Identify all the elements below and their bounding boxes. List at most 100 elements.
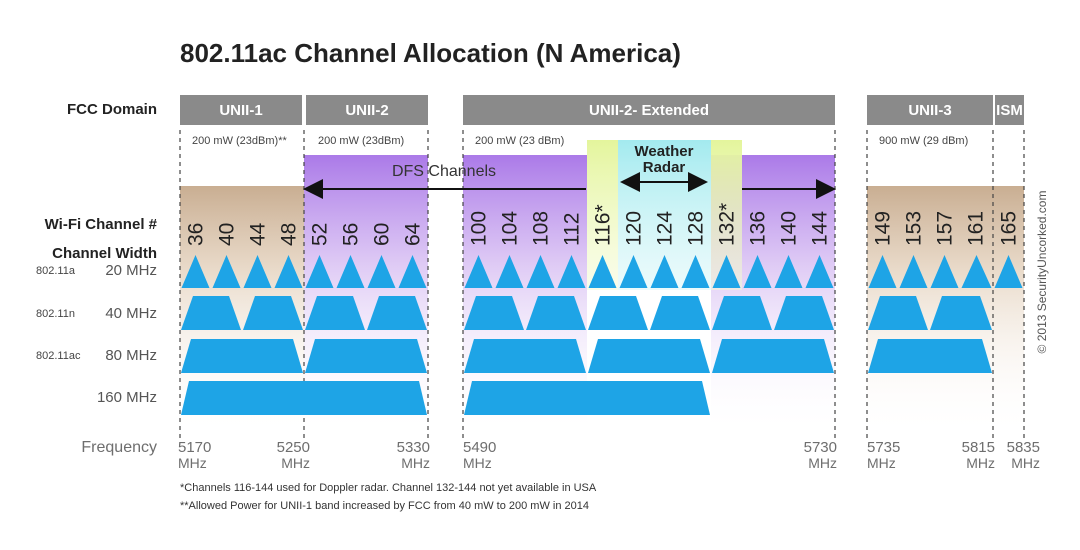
channel-number-136: 136 [747, 211, 770, 246]
frequency-value-5330: 5330 [397, 439, 430, 456]
channel-20mhz-116 [588, 255, 617, 288]
channel-40mhz-5250 [305, 296, 365, 330]
page-title: 802.11ac Channel Allocation (N America) [180, 38, 681, 68]
channel-20mhz-136 [743, 255, 772, 288]
width-label-40: 40 MHz [105, 305, 157, 322]
weather-radar-label-1: Weather [635, 143, 694, 160]
channel-20mhz-149 [868, 255, 897, 288]
channel-20mhz-128 [681, 255, 710, 288]
channel-number-100: 100 [468, 211, 491, 246]
domain-name-unii-1: UNII-1 [219, 102, 262, 119]
channel-160mhz-5490 [464, 381, 710, 415]
domain-power-unii-1: 200 mW (23dBm)** [192, 135, 287, 147]
frequency-unit-5835: MHz [1011, 455, 1040, 471]
channel-20mhz-64 [398, 255, 427, 288]
channel-number-116: 116* [592, 204, 615, 246]
standard-label-20: 802.11a [36, 265, 76, 277]
channel-40mhz-5290 [367, 296, 427, 330]
channel-20mhz-132 [712, 255, 741, 288]
frequency-unit-5730: MHz [808, 455, 837, 471]
channel-20mhz-144 [805, 255, 834, 288]
channel-number-157: 157 [934, 211, 957, 246]
domain-power-unii-2-extended: 200 mW (23 dBm) [475, 135, 564, 147]
channel-number-124: 124 [654, 211, 677, 246]
channel-number-153: 153 [903, 211, 926, 246]
channel-80mhz-5170 [181, 339, 303, 373]
frequency-labels: 5170MHz5250MHz5330MHz5490MHz5730MHz5735M… [178, 439, 1040, 471]
channel-160mhz-5170 [181, 381, 427, 415]
domain-name-unii-3: UNII-3 [908, 102, 951, 119]
channel-40mhz-5650 [712, 296, 772, 330]
channel-40mhz-5775 [930, 296, 992, 330]
channel-number-60: 60 [371, 223, 394, 246]
channel-20mhz-60 [367, 255, 396, 288]
fcc-domain-label: FCC Domain [67, 101, 157, 118]
channel-80mhz-5250 [305, 339, 427, 373]
frequency-unit-5490: MHz [463, 455, 492, 471]
channel-20mhz-153 [899, 255, 928, 288]
domain-bar-unii-3 [867, 95, 993, 125]
width-label-20: 20 MHz [105, 262, 157, 279]
band-dividers [179, 130, 1025, 440]
channel-shapes [181, 255, 1023, 415]
frequency-value-5835: 5835 [1007, 439, 1040, 456]
wifi-channel-label: Wi-Fi Channel # [45, 216, 158, 233]
channel-20mhz-161 [961, 255, 992, 288]
channel-20mhz-140 [774, 255, 803, 288]
domain-bar-unii-2 [306, 95, 428, 125]
channel-20mhz-112 [557, 255, 586, 288]
channel-40mhz-5490 [464, 296, 524, 330]
channel-80mhz-5490 [464, 339, 586, 373]
frequency-value-5250: 5250 [277, 439, 310, 456]
domain-power-unii-3: 900 mW (29 dBm) [879, 135, 968, 147]
channel-number-128: 128 [685, 211, 708, 246]
frequency-value-5730: 5730 [804, 439, 837, 456]
standard-label-40: 802.11n [36, 308, 75, 320]
channel-40mhz-5170 [181, 296, 241, 330]
channel-40mhz-5610 [650, 296, 710, 330]
channel-number-132: 132* [716, 203, 739, 246]
channel-40mhz-5530 [526, 296, 586, 330]
fcc-domain-bars: UNII-1 200 mW (23dBm)** UNII-2 200 mW (23dB… [180, 95, 1024, 147]
channel-number-64: 64 [402, 222, 425, 246]
channel-number-120: 120 [623, 211, 646, 246]
footnote-1: *Channels 116-144 used for Doppler radar… [180, 482, 597, 494]
frequency-unit-5735: MHz [867, 455, 896, 471]
channel-number-36: 36 [185, 223, 208, 246]
channel-20mhz-124 [650, 255, 679, 288]
domain-power-unii-2: 200 mW (23dBm) [318, 135, 404, 147]
frequency-unit-5330: MHz [401, 455, 430, 471]
channel-20mhz-40 [212, 255, 241, 288]
channel-20mhz-52 [305, 255, 334, 288]
dfs-annotations: DFS Channels Weather Radar [303, 143, 836, 199]
channel-number-140: 140 [778, 211, 801, 246]
channel-width-label: Channel Width [52, 245, 157, 262]
channel-number-48: 48 [278, 223, 301, 246]
width-row-labels: 802.11a 20 MHz 802.11n 40 MHz 802.11ac 80 MHz… [36, 262, 157, 406]
domain-bar-unii-2-extended [463, 95, 835, 125]
channel-80mhz-5570 [588, 339, 710, 373]
frequency-unit-5815: MHz [966, 455, 995, 471]
footnote-2: **Allowed Power for UNII-1 band increase… [180, 500, 589, 512]
channel-number-52: 52 [309, 223, 332, 246]
channel-number-149: 149 [872, 211, 895, 246]
channel-80mhz-5735 [868, 339, 992, 373]
domain-bar-ism [995, 95, 1024, 125]
dfs-channels-label: DFS Channels [392, 163, 496, 180]
frequency-label: Frequency [81, 439, 157, 456]
frequency-value-5815: 5815 [962, 439, 995, 456]
channel-number-112: 112 [561, 213, 584, 246]
channel-40mhz-5210 [243, 296, 303, 330]
channel-40mhz-5735 [868, 296, 928, 330]
channel-20mhz-56 [336, 255, 365, 288]
channel-20mhz-108 [526, 255, 555, 288]
channel-number-44: 44 [247, 222, 270, 246]
channel-20mhz-157 [930, 255, 959, 288]
standard-label-80: 802.11ac [36, 350, 81, 362]
channel-number-104: 104 [499, 211, 522, 246]
channel-number-40: 40 [216, 223, 239, 246]
channel-number-108: 108 [530, 211, 553, 246]
channel-numbers: 36 40 44 48 52 56 60 64 100 104 108 112 116* 120 124 12… [185, 203, 1021, 246]
